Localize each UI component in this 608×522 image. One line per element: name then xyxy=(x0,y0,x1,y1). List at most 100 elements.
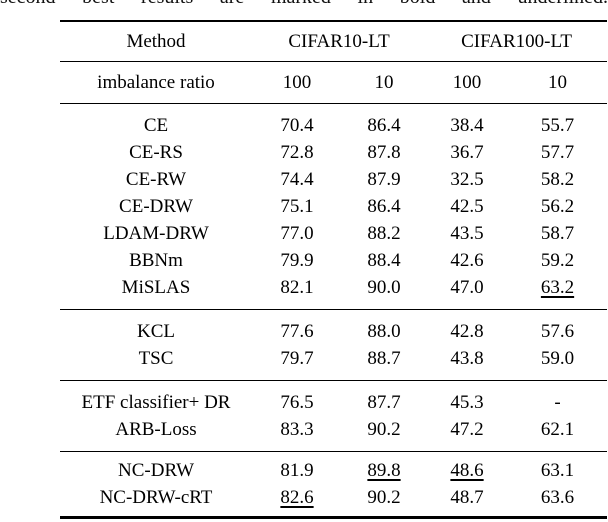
method-cell: LDAM-DRW xyxy=(103,223,209,244)
value-text: 58.7 xyxy=(540,223,575,244)
header-row: Method CIFAR10-LT CIFAR100-LT xyxy=(60,21,607,62)
subheader-row: imbalance ratio 100 10 100 10 xyxy=(60,61,608,104)
value-text: 79.9 xyxy=(280,250,314,271)
value-text: - xyxy=(554,392,561,413)
value-text: 87.7 xyxy=(367,392,401,413)
value-cell: 87.8 xyxy=(342,139,426,166)
value-text: 82.6 xyxy=(280,487,314,508)
method-cell: NC-DRW xyxy=(118,460,194,481)
value-cell: 63.2 xyxy=(508,274,607,310)
method-cell: MiSLAS xyxy=(121,277,191,298)
contrastive-methods-group: KCL 77.6 88.0 42.8 57.6 TSC 79.7 88.7 43.8 59.0 xyxy=(60,309,608,381)
value-text: 42.8 xyxy=(450,321,484,342)
value-cell: 42.5 xyxy=(426,193,508,220)
value-text: 90.0 xyxy=(367,277,401,298)
value-cell: 47.2 xyxy=(426,416,508,452)
value-text: 47.2 xyxy=(450,419,484,440)
value-text: 56.2 xyxy=(540,196,575,217)
value-cell: 74.4 xyxy=(252,166,342,193)
value-text: 63.6 xyxy=(540,487,575,508)
value-cell: 48.6 xyxy=(426,452,508,485)
value-cell: 83.3 xyxy=(252,416,342,452)
value-text: 86.4 xyxy=(367,196,401,217)
value-text: 57.7 xyxy=(540,142,575,163)
table-row: CE-RS 72.8 87.8 36.7 57.7 xyxy=(60,139,607,166)
imbalance-col-4: 10 xyxy=(548,72,568,93)
value-text: 83.3 xyxy=(280,419,314,440)
value-cell: 36.7 xyxy=(426,139,508,166)
value-text: 74.4 xyxy=(280,169,314,190)
value-text: 88.7 xyxy=(367,348,401,369)
value-text: 36.7 xyxy=(450,142,484,163)
value-cell: 76.5 xyxy=(252,381,342,417)
value-cell: - xyxy=(508,381,607,417)
value-text: 81.9 xyxy=(280,460,314,481)
value-text: 90.2 xyxy=(367,487,401,508)
value-cell: 90.2 xyxy=(342,484,426,518)
value-cell: 79.9 xyxy=(252,247,342,274)
value-cell: 48.7 xyxy=(426,484,508,518)
method-column-header: Method xyxy=(126,31,186,52)
baseline-methods-group: CE 70.4 86.4 38.4 55.7 CE-RS 72.8 87.8 36.7 57.7 C… xyxy=(60,103,608,310)
value-cell: 72.8 xyxy=(252,139,342,166)
table-row: CE-RW 74.4 87.9 32.5 58.2 xyxy=(60,166,607,193)
value-text: 76.5 xyxy=(280,392,314,413)
value-cell: 45.3 xyxy=(426,381,508,417)
value-cell: 59.2 xyxy=(508,247,607,274)
method-cell: ARB-Loss xyxy=(115,419,197,440)
value-cell: 55.7 xyxy=(508,104,607,140)
value-text: 57.6 xyxy=(540,321,575,342)
value-cell: 58.2 xyxy=(508,166,607,193)
value-text: 77.0 xyxy=(280,223,314,244)
value-cell: 82.1 xyxy=(252,274,342,310)
value-text: 79.7 xyxy=(280,348,314,369)
table-row: BBNm 79.9 88.4 42.6 59.2 xyxy=(60,247,607,274)
value-text: 47.0 xyxy=(450,277,484,298)
value-cell: 63.6 xyxy=(508,484,607,518)
value-text: 88.2 xyxy=(367,223,401,244)
value-cell: 82.6 xyxy=(252,484,342,518)
value-cell: 86.4 xyxy=(342,104,426,140)
method-cell: CE-RW xyxy=(125,169,187,190)
table-row: NC-DRW 81.9 89.8 48.6 63.1 xyxy=(60,452,607,485)
value-cell: 81.9 xyxy=(252,452,342,485)
value-cell: 88.4 xyxy=(342,247,426,274)
value-cell: 38.4 xyxy=(426,104,508,140)
value-text: 88.4 xyxy=(367,250,401,271)
method-cell: CE xyxy=(143,115,169,136)
value-cell: 47.0 xyxy=(426,274,508,310)
table-row: TSC 79.7 88.7 43.8 59.0 xyxy=(60,345,607,381)
value-cell: 88.0 xyxy=(342,310,426,346)
value-text: 59.2 xyxy=(540,250,575,271)
value-text: 42.5 xyxy=(450,196,484,217)
value-cell: 75.1 xyxy=(252,193,342,220)
imbalance-col-3: 100 xyxy=(452,72,482,93)
caption-fragment: second best results are marked in bold a… xyxy=(0,0,608,9)
value-text: 43.5 xyxy=(450,223,484,244)
value-text: 42.6 xyxy=(450,250,484,271)
value-cell: 88.7 xyxy=(342,345,426,381)
value-text: 63.1 xyxy=(540,460,575,481)
table-row: CE-DRW 75.1 86.4 42.5 56.2 xyxy=(60,193,607,220)
nc-drw-group: NC-DRW 81.9 89.8 48.6 63.1 NC-DRW-cRT 82.6 90.2… xyxy=(60,451,608,518)
table-row: NC-DRW-cRT 82.6 90.2 48.7 63.6 xyxy=(60,484,607,518)
value-cell: 42.8 xyxy=(426,310,508,346)
value-cell: 70.4 xyxy=(252,104,342,140)
value-text: 86.4 xyxy=(367,115,401,136)
method-cell: TSC xyxy=(138,348,174,369)
value-cell: 90.2 xyxy=(342,416,426,452)
method-cell: BBNm xyxy=(129,250,183,271)
value-cell: 79.7 xyxy=(252,345,342,381)
value-cell: 86.4 xyxy=(342,193,426,220)
value-text: 55.7 xyxy=(540,115,575,136)
value-text: 88.0 xyxy=(367,321,401,342)
table-row: ETF classifier+ DR 76.5 87.7 45.3 - xyxy=(60,381,607,417)
etf-arb-group: ETF classifier+ DR 76.5 87.7 45.3 - ARB-Loss 8… xyxy=(60,380,608,452)
value-text: 70.4 xyxy=(280,115,314,136)
value-text: 45.3 xyxy=(450,392,484,413)
value-cell: 90.0 xyxy=(342,274,426,310)
value-cell: 87.7 xyxy=(342,381,426,417)
table-row: LDAM-DRW 77.0 88.2 43.5 58.7 xyxy=(60,220,607,247)
table-row: KCL 77.6 88.0 42.8 57.6 xyxy=(60,310,607,346)
value-text: 38.4 xyxy=(450,115,484,136)
